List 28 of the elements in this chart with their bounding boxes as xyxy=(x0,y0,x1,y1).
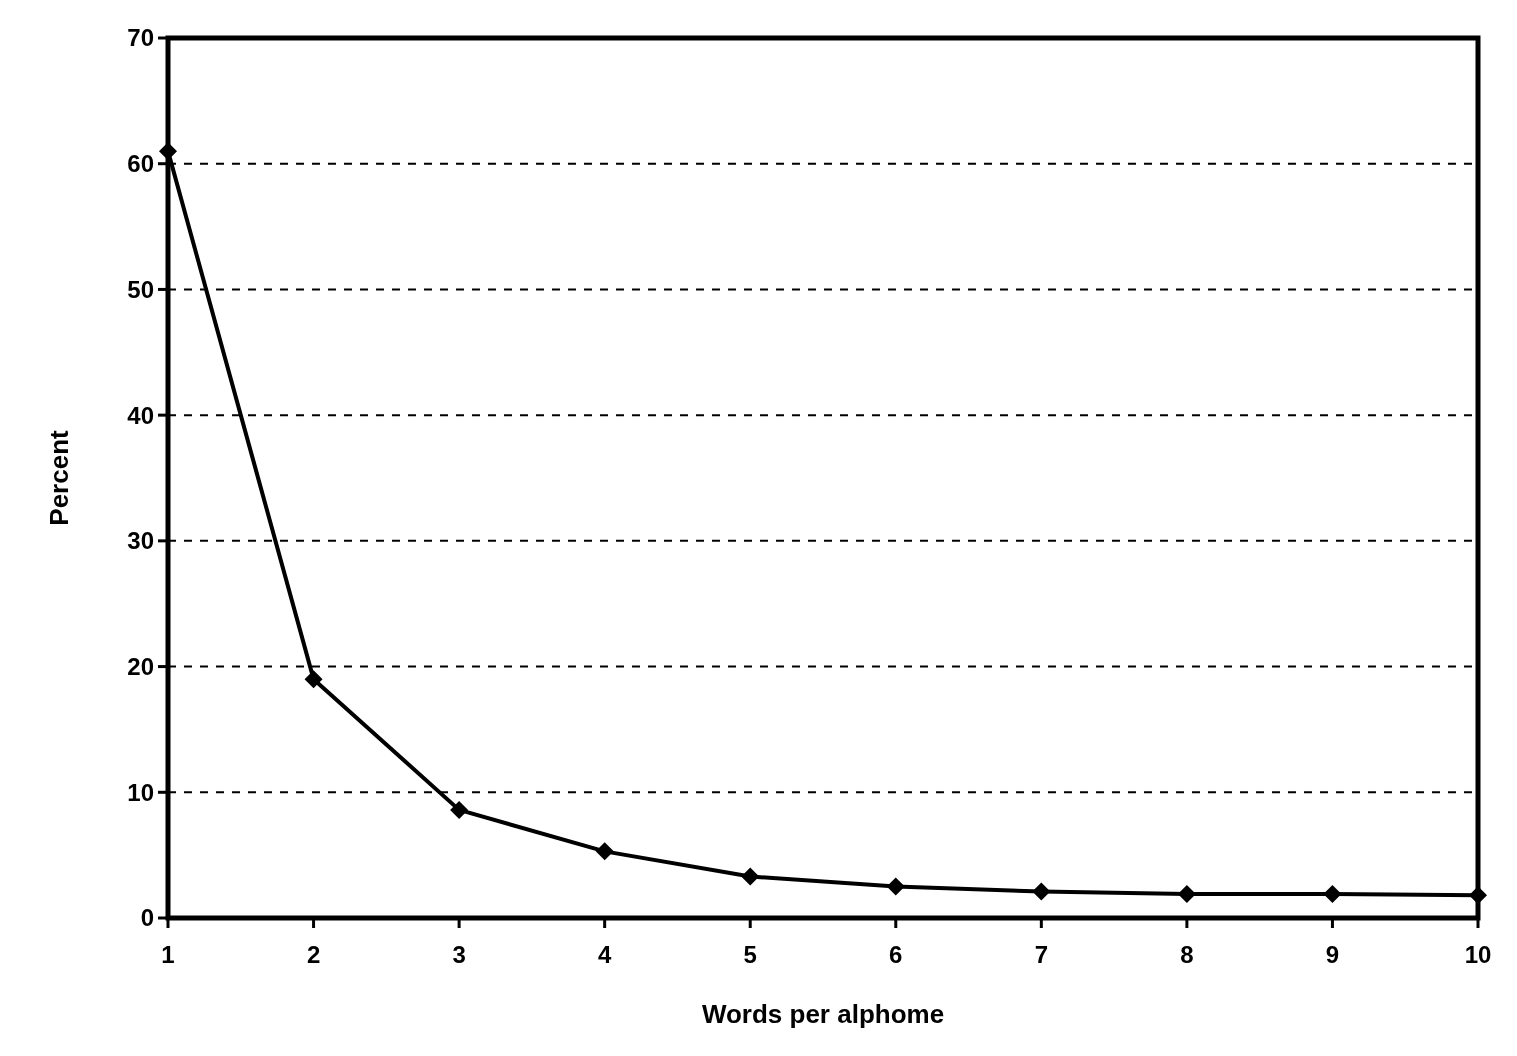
y-tick-label: 0 xyxy=(140,904,154,932)
point xyxy=(1323,885,1342,904)
y-tick-label: 40 xyxy=(127,401,154,429)
point xyxy=(1177,885,1196,904)
x-tick-label: 3 xyxy=(452,941,466,968)
x-tick-label: 10 xyxy=(1464,941,1492,968)
y-tick-label: 10 xyxy=(127,778,154,806)
y-tick-label: 30 xyxy=(127,527,154,555)
x-tick-label: 1 xyxy=(161,941,175,968)
x-tick-label: 8 xyxy=(1180,941,1194,968)
y-tick-label: 60 xyxy=(127,150,154,178)
point xyxy=(741,867,760,886)
x-tick-label: 9 xyxy=(1325,941,1340,968)
y-tick-label: 50 xyxy=(127,275,154,303)
x-tick-label: 6 xyxy=(889,941,903,968)
x-tick-label: 5 xyxy=(743,941,757,968)
point xyxy=(304,670,323,689)
y-axis-title: Percent xyxy=(44,429,74,526)
point xyxy=(886,877,905,896)
y-tick-label: 70 xyxy=(127,24,154,52)
point xyxy=(595,842,614,861)
x-tick-label: 2 xyxy=(306,941,321,968)
x-tick-label: 4 xyxy=(597,941,612,968)
point xyxy=(450,800,469,819)
x-axis-title: Words per alphome xyxy=(701,999,945,1029)
y-tick-label: 20 xyxy=(127,652,154,680)
point xyxy=(1032,882,1051,901)
x-tick-label: 7 xyxy=(1034,941,1049,968)
